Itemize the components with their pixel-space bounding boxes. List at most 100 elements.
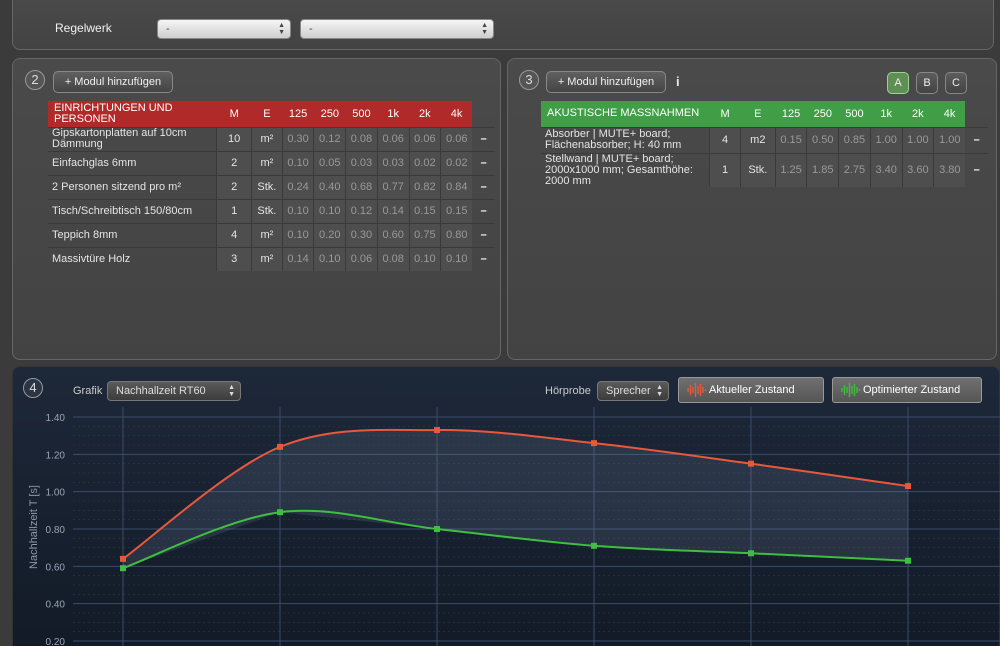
regelwerk-select-2[interactable]: - ▲ ▼ (300, 19, 494, 39)
row-coefficient: 0.10 (408, 246, 441, 271)
data-point-current (905, 483, 911, 490)
regelwerk-select-1[interactable]: - ▲ ▼ (157, 19, 291, 39)
play-current-button[interactable]: Aktueller Zustand (678, 377, 824, 403)
row-name: Tisch/Schreibtisch 150/80cm (48, 198, 217, 223)
section-number: 4 (23, 378, 43, 398)
remove-row-button[interactable]: – (965, 152, 988, 187)
remove-row-button[interactable]: – (472, 150, 495, 175)
row-name: Absorber | MUTE+ board; Flächenabsorber;… (541, 126, 710, 153)
chart-panel: 4 Grafik Nachhallzeit RT60 ▲ ▼ Hörprobe S… (12, 366, 1000, 646)
row-unit: m² (251, 126, 283, 151)
data-point-current (748, 460, 754, 467)
row-coefficient: 0.03 (376, 150, 410, 175)
row-quantity[interactable]: 1 (709, 152, 741, 187)
row-coefficient: 0.20 (313, 222, 346, 247)
column-header: EINRICHTUNGEN UND PERSONEN (48, 101, 217, 127)
row-quantity[interactable]: 4 (709, 126, 741, 153)
row-name: Einfachglas 6mm (48, 150, 217, 175)
column-header: E (251, 101, 283, 127)
series-line-current (122, 428, 909, 560)
row-quantity[interactable]: 2 (216, 150, 252, 175)
remove-row-button[interactable]: – (472, 222, 495, 247)
remove-row-button[interactable]: – (472, 126, 495, 151)
play-optimized-button[interactable]: Optimierter Zustand (832, 377, 982, 403)
row-coefficient: 0.30 (345, 222, 378, 247)
updown-arrow-icon: ▲ ▼ (656, 384, 663, 398)
row-coefficient: 2.75 (838, 152, 871, 187)
data-point-current (120, 555, 126, 562)
table-row[interactable]: Stellwand | MUTE+ board; 2000x1000 mm; G… (541, 152, 988, 187)
add-module-button[interactable]: + Modul hinzufügen (53, 71, 173, 93)
row-coefficient: 0.10 (281, 198, 314, 223)
updown-arrow-icon: ▲ ▼ (228, 384, 235, 398)
table-row[interactable]: Massivtüre Holz 3 m² 0.14 0.10 0.06 0.08 0.10 0.… (48, 246, 495, 271)
info-icon[interactable]: i (676, 74, 680, 89)
updown-arrow-icon: ▲ ▼ (278, 22, 285, 36)
column-header: 125 (282, 101, 314, 127)
waveform-icon (841, 383, 861, 397)
row-coefficient: 0.06 (376, 126, 410, 151)
y-tick-label: 0.80 (46, 525, 66, 536)
furnishings-table: EINRICHTUNGEN UND PERSONEN M E 125 250 5… (48, 101, 495, 271)
data-point-optimized (120, 565, 126, 572)
data-point-current (591, 440, 597, 447)
row-unit: m² (251, 222, 283, 247)
add-module-button[interactable]: + Modul hinzufügen (546, 71, 666, 93)
row-quantity[interactable]: 1 (216, 198, 252, 223)
table-header-row: EINRICHTUNGEN UND PERSONEN M E 125 250 5… (48, 101, 495, 127)
row-unit: Stk. (739, 152, 776, 187)
table-row[interactable]: Tisch/Schreibtisch 150/80cm 1 Stk. 0.10 0.10… (48, 198, 495, 223)
row-unit: m² (251, 150, 283, 175)
row-coefficient: 0.06 (440, 126, 473, 151)
rules-panel: Regelwerk - ▲ ▼ - ▲ ▼ (12, 0, 994, 50)
y-tick-label: 0.40 (46, 600, 66, 611)
remove-row-button[interactable]: – (472, 246, 495, 271)
hoerprobe-select[interactable]: Sprecher ▲ ▼ (597, 381, 669, 401)
row-coefficient: 0.10 (281, 150, 314, 175)
remove-row-button[interactable]: – (965, 126, 988, 153)
measures-table: AKUSTISCHE MASSNAHMEN M E 125 250 500 1k… (541, 101, 988, 187)
variant-b-button[interactable]: B (916, 72, 938, 94)
column-header: M (216, 101, 252, 127)
data-point-current (434, 427, 440, 434)
row-quantity[interactable]: 2 (216, 174, 252, 199)
row-coefficient: 0.15 (774, 126, 807, 153)
table-row[interactable]: Absorber | MUTE+ board; Flächenabsorber;… (541, 126, 988, 153)
table-row[interactable]: Einfachglas 6mm 2 m² 0.10 0.05 0.03 0.03 0.02 0.… (48, 150, 495, 175)
column-header-empty (965, 101, 988, 127)
row-coefficient: 0.85 (838, 126, 871, 153)
section-number: 3 (519, 70, 539, 90)
row-coefficient: 3.40 (869, 152, 903, 187)
row-quantity[interactable]: 10 (216, 126, 252, 151)
row-coefficient: 0.68 (345, 174, 378, 199)
grafik-select[interactable]: Nachhallzeit RT60 ▲ ▼ (107, 381, 241, 401)
column-header-empty (472, 101, 495, 127)
table-row[interactable]: Teppich 8mm 4 m² 0.10 0.20 0.30 0.60 0.75 0.80– (48, 222, 495, 247)
row-coefficient: 0.06 (408, 126, 441, 151)
row-quantity[interactable]: 4 (216, 222, 252, 247)
row-name: 2 Personen sitzend pro m² (48, 174, 217, 199)
y-tick-label: 1.20 (46, 450, 66, 461)
waveform-icon (687, 383, 707, 397)
row-coefficient: 0.02 (440, 150, 473, 175)
remove-row-button[interactable]: – (472, 198, 495, 223)
hoerprobe-label: Hörprobe (545, 385, 591, 397)
grafik-select-value: Nachhallzeit RT60 (116, 385, 206, 397)
row-unit: m2 (739, 126, 776, 153)
furnishings-panel: 2 + Modul hinzufügen EINRICHTUNGEN UND P… (12, 58, 501, 360)
y-tick-label: 0.60 (46, 562, 66, 573)
regelwerk-select-2-value: - (309, 23, 313, 35)
row-coefficient: 0.84 (440, 174, 473, 199)
row-coefficient: 3.60 (901, 152, 934, 187)
table-row[interactable]: 2 Personen sitzend pro m² 2 Stk. 0.24 0.40 0.… (48, 174, 495, 199)
row-coefficient: 0.14 (281, 246, 314, 271)
table-row[interactable]: Gipskartonplatten auf 10cm Dämmung 10 m² 0.… (48, 126, 495, 151)
remove-row-button[interactable]: – (472, 174, 495, 199)
row-name: Teppich 8mm (48, 222, 217, 247)
row-quantity[interactable]: 3 (216, 246, 252, 271)
variant-a-button[interactable]: A (887, 72, 909, 94)
column-header: 2k (409, 101, 441, 127)
row-coefficient: 0.05 (313, 150, 346, 175)
measures-panel: 3 + Modul hinzufügen i A B C AKUSTISCHE … (507, 58, 997, 360)
variant-c-button[interactable]: C (945, 72, 967, 94)
